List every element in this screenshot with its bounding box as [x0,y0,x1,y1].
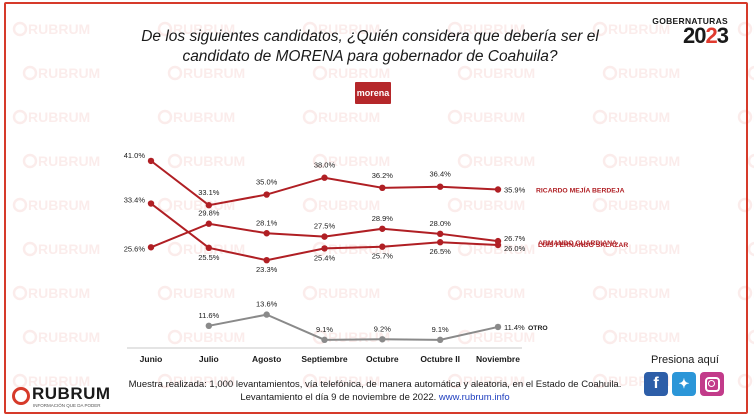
series-2: 25.6% 29.8% 28.1% 27.5% 28.9% 28.0% 26.7% LUIS … [124,209,629,254]
data-label: 25.5% [198,253,220,262]
data-point [263,230,270,237]
data-label: 25.4% [314,253,336,262]
data-point [263,191,270,198]
data-point [436,239,444,246]
data-label: 9.1% [316,325,333,334]
data-label: 33.4% [124,196,146,205]
data-point [321,233,328,240]
data-label: 27.5% [314,222,336,231]
x-tick-label: Septiembre [301,354,348,364]
data-point [321,336,328,344]
data-point [205,202,213,209]
logo-tagline: INFORMACIÓN QUE DA PODER [33,403,101,408]
x-tick-label: Octubre [366,354,399,364]
chart-title-line2: candidato de MORENA para gobernador de C… [182,48,558,65]
data-point [379,184,386,192]
data-point [436,336,444,344]
data-label: 29.8% [198,209,220,218]
data-label: 11.4% [504,323,525,332]
data-label: 11.6% [198,311,219,320]
data-point [263,256,270,264]
frame-border [4,2,748,414]
data-point [494,237,502,245]
data-label: 26.0% [504,244,526,253]
data-label: 9.1% [432,325,449,334]
data-point [494,186,502,193]
website-link[interactable]: www.rubrum.info [438,392,510,403]
data-label: 35.0% [256,178,278,187]
data-point [379,225,386,232]
badge-year: 2023 [652,23,729,48]
data-label: 26.5% [430,247,452,256]
data-label: 28.0% [430,219,452,228]
methodology-note: Muestra realizada: 1,000 levantamientos,… [128,379,622,390]
data-label: 9.2% [374,324,391,333]
series-name-label: RICARDO MEJÍA BERDEJA [536,186,625,195]
badge-year-c: 3 [716,23,729,48]
survey-date: Levantamiento el día 9 de noviembre de 2… [240,392,437,403]
facebook-icon[interactable]: f [644,372,668,396]
x-tick-label: Noviembre [476,354,520,364]
instagram-icon[interactable] [700,372,724,396]
survey-date-note: Levantamiento el día 9 de noviembre de 2… [110,392,640,403]
data-label: 23.3% [256,265,278,274]
data-point [205,244,213,252]
data-point [379,336,386,343]
data-label: 36.4% [430,170,452,179]
badge-label: GOBERNATURAS [652,16,728,26]
series-name-label: LUIS FERNANDO SALAZAR [538,242,628,249]
series-line [208,313,499,341]
data-label: 36.2% [372,171,394,180]
x-tick-label: Julio [199,354,219,364]
data-point [494,323,502,331]
data-label: 28.9% [372,214,394,223]
data-label: 26.7% [504,234,526,243]
chart-title-line1: De los siguientes candidatos, ¿Quién con… [141,28,599,45]
data-point [263,311,270,318]
x-tick-label: Octubre II [420,354,460,364]
series-name-label: OTRO [528,325,548,332]
data-label: 25.7% [372,252,394,261]
series-3: 11.6% 13.6% 9.1% 9.2% 9.1% 11.4% OTRO [198,300,548,344]
x-tick-label: Agosto [252,354,281,364]
twitter-icon[interactable]: ✦ [672,372,696,396]
data-label: 38.0% [314,161,336,170]
series-name-label: ARMANDO GUARDIANA [538,240,617,247]
data-point [321,245,328,252]
data-point [321,174,328,181]
gubernatorial-badge: GOBERNATURAS 2023 [652,16,729,48]
x-tick-label: Junio [140,354,163,364]
data-point [147,157,155,165]
data-label: 33.1% [198,188,220,197]
data-label: 35.9% [504,186,526,195]
data-label: 41.0% [124,151,146,160]
data-point [147,200,155,207]
data-label: 25.6% [124,244,146,253]
series-1: 33.4% 25.5% 23.3% 25.4% 25.7% 26.5% 26.0% ARMAN… [124,196,617,275]
badge-year-b: 2 [705,23,718,48]
logo-circle-icon [12,387,30,405]
data-point [379,243,386,250]
social-prompt: Presiona aquí [651,354,719,366]
data-label: 13.6% [256,300,278,309]
series-0: 41.0% 33.1% 35.0% 38.0% 36.2% 36.4% 35.9% RICAR… [124,151,625,209]
data-point [205,220,213,227]
badge-year-a: 20 [683,23,707,48]
data-point [147,244,155,251]
logo-name: RUBRUM [32,384,111,403]
data-label: 28.1% [256,218,278,227]
data-point [436,183,444,190]
morena-party-logo: morena [355,82,391,104]
data-point [436,230,444,238]
data-point [205,322,213,330]
